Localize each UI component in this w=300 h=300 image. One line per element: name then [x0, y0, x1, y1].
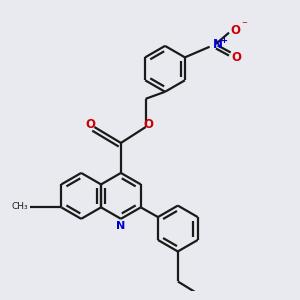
Text: ⁻: ⁻ [242, 21, 247, 31]
Text: N: N [212, 38, 222, 52]
Text: O: O [232, 51, 242, 64]
Text: O: O [231, 24, 241, 38]
Text: O: O [85, 118, 95, 131]
Text: CH₃: CH₃ [11, 202, 28, 211]
Text: O: O [143, 118, 153, 131]
Text: N: N [116, 220, 125, 231]
Text: +: + [220, 36, 227, 45]
